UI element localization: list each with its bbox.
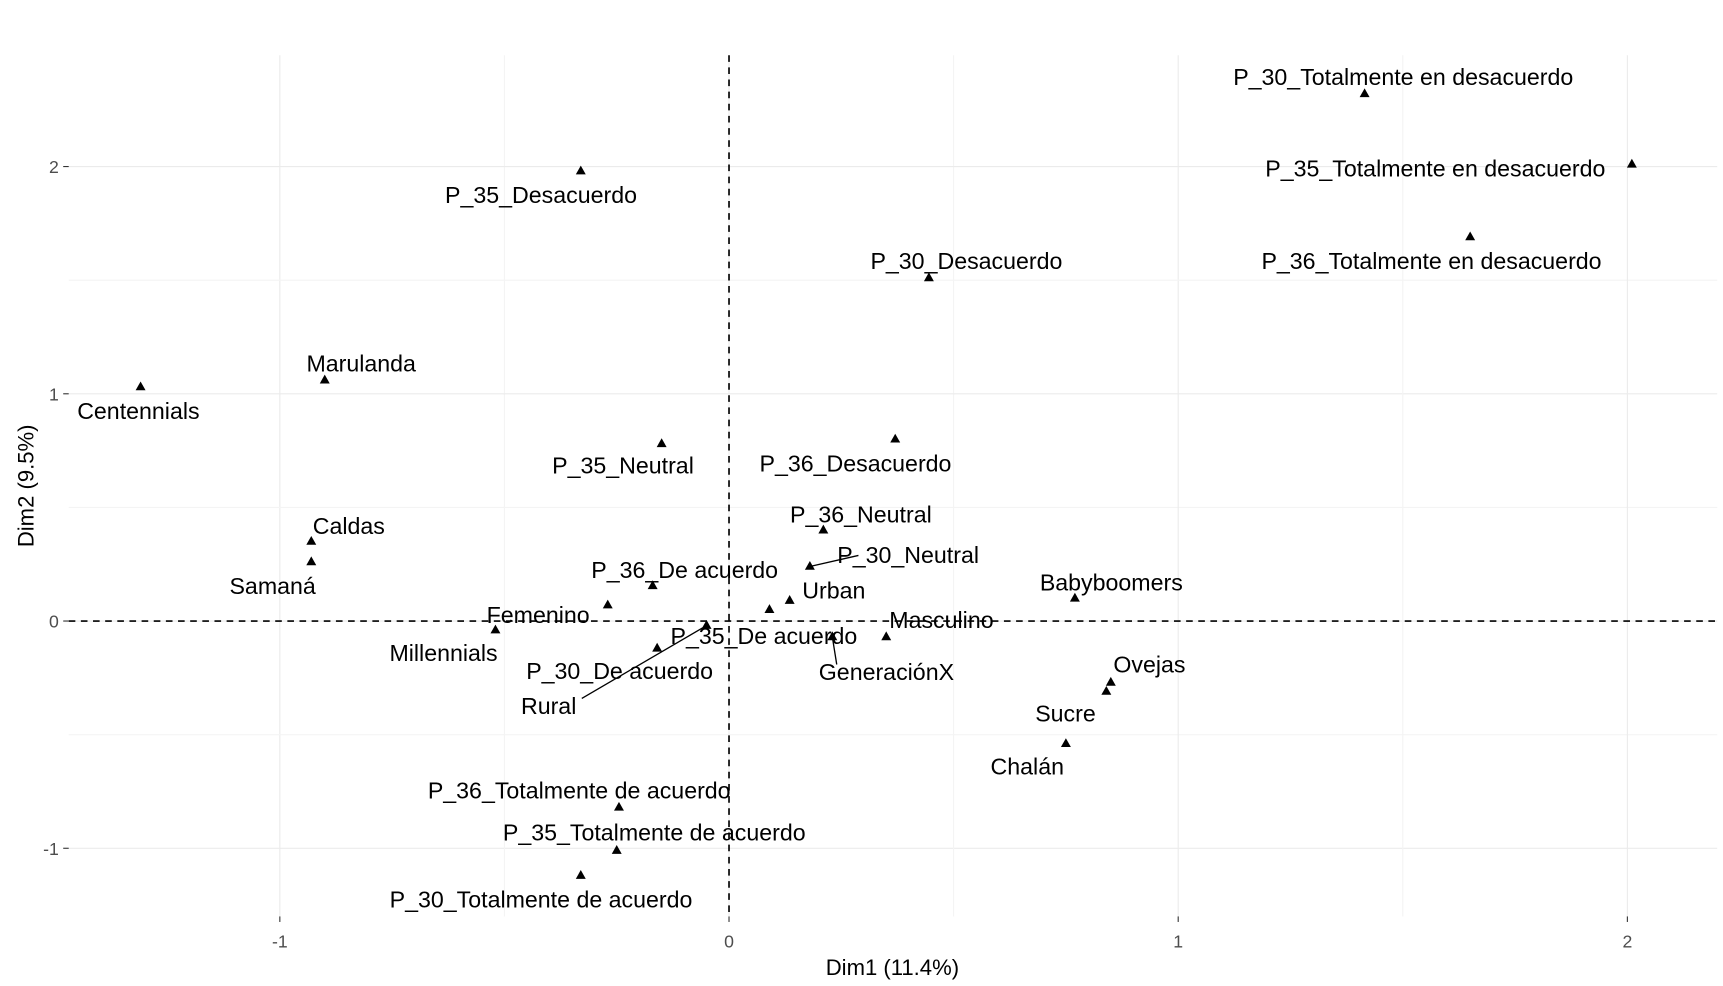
- point-label: P_35_Neutral: [552, 453, 694, 479]
- point-label: Samaná: [229, 573, 315, 599]
- point-label: Marulanda: [306, 350, 416, 376]
- point-marker: [701, 620, 712, 629]
- point-marker: [890, 433, 901, 443]
- point-label: P_30_Totalmente en desacuerdo: [1233, 64, 1573, 90]
- point-marker: [1359, 88, 1370, 98]
- point-marker: [647, 580, 658, 590]
- point-label: P_36_Totalmente de acuerdo: [428, 778, 731, 804]
- point-marker: [1101, 685, 1112, 695]
- y-tick-label: 2: [49, 157, 59, 177]
- point-label: P_36_Neutral: [790, 501, 932, 527]
- point-marker: [614, 801, 624, 811]
- point-marker: [764, 604, 775, 613]
- point-label: P_36_De acuerdo: [591, 557, 778, 583]
- point-label: Ovejas: [1113, 651, 1185, 677]
- point-marker: [881, 631, 892, 641]
- point-label: P_35_Totalmente en desacuerdo: [1265, 155, 1605, 181]
- point-marker: [1465, 231, 1476, 241]
- y-tick-label: 1: [49, 384, 59, 404]
- point-label: P_35_Desacuerdo: [445, 182, 637, 208]
- point-label: P_30_Totalmente de acuerdo: [390, 887, 693, 913]
- point-marker: [490, 624, 501, 634]
- point-label: GeneraciónX: [819, 659, 954, 685]
- point-label: Sucre: [1035, 700, 1096, 726]
- point-marker: [611, 845, 622, 854]
- point-marker: [1626, 158, 1637, 168]
- point-label: Rural: [521, 693, 576, 719]
- label-connector: [809, 554, 859, 568]
- point-marker: [804, 560, 815, 570]
- x-tick-label: -1: [272, 931, 288, 951]
- point-label: P_36_Totalmente en desacuerdo: [1261, 248, 1601, 274]
- point-label: P_30_Neutral: [837, 542, 979, 568]
- point-label: P_36_Desacuerdo: [759, 450, 951, 476]
- x-tick-label: 0: [724, 931, 734, 951]
- y-axis-title: Dim2 (9.5%): [13, 424, 38, 547]
- point-label: Millennials: [389, 640, 497, 666]
- point-label: P_35_De acuerdo: [671, 623, 858, 649]
- axis-ticks: -1 0 1 2 -1 0 1 2: [43, 157, 1632, 951]
- x-tick-label: 2: [1622, 931, 1632, 951]
- label-connector: [581, 625, 707, 700]
- point-marker: [656, 438, 667, 448]
- point-marker: [1069, 592, 1080, 602]
- point-marker: [306, 556, 317, 566]
- points: P_30_Totalmente en desacuerdo P_35_Totalm…: [77, 64, 1637, 913]
- point-label: Babyboomers: [1040, 570, 1183, 596]
- reference-lines: [68, 55, 1718, 917]
- x-axis-title: Dim1 (11.4%): [826, 955, 959, 980]
- y-tick-label: 0: [49, 612, 59, 632]
- point-marker: [827, 631, 838, 641]
- point-label: Chalán: [991, 754, 1064, 780]
- point-marker: [784, 595, 795, 604]
- point-label: Femenino: [487, 602, 590, 628]
- point-marker: [306, 535, 317, 545]
- point-label: P_30_Desacuerdo: [870, 248, 1062, 274]
- point-marker: [575, 870, 586, 879]
- point-label: P_30_De acuerdo: [526, 658, 713, 684]
- point-marker: [923, 272, 934, 282]
- point-marker: [652, 642, 663, 652]
- point-marker: [319, 374, 330, 384]
- point-label: Masculino: [889, 607, 993, 633]
- point-label: Centennials: [77, 398, 199, 424]
- point-marker: [602, 599, 613, 609]
- point-label: Caldas: [313, 513, 385, 539]
- point-marker: [1060, 738, 1071, 748]
- point-marker: [818, 524, 829, 534]
- point-marker: [575, 165, 586, 175]
- point-marker: [135, 381, 146, 391]
- label-connector: [831, 636, 838, 665]
- point-label: P_35_Totalmente de acuerdo: [503, 820, 806, 846]
- point-marker: [1105, 676, 1116, 686]
- grid: [68, 55, 1718, 917]
- x-tick-label: 1: [1173, 931, 1183, 951]
- point-label: Urban: [802, 577, 865, 603]
- y-tick-label: -1: [43, 839, 59, 859]
